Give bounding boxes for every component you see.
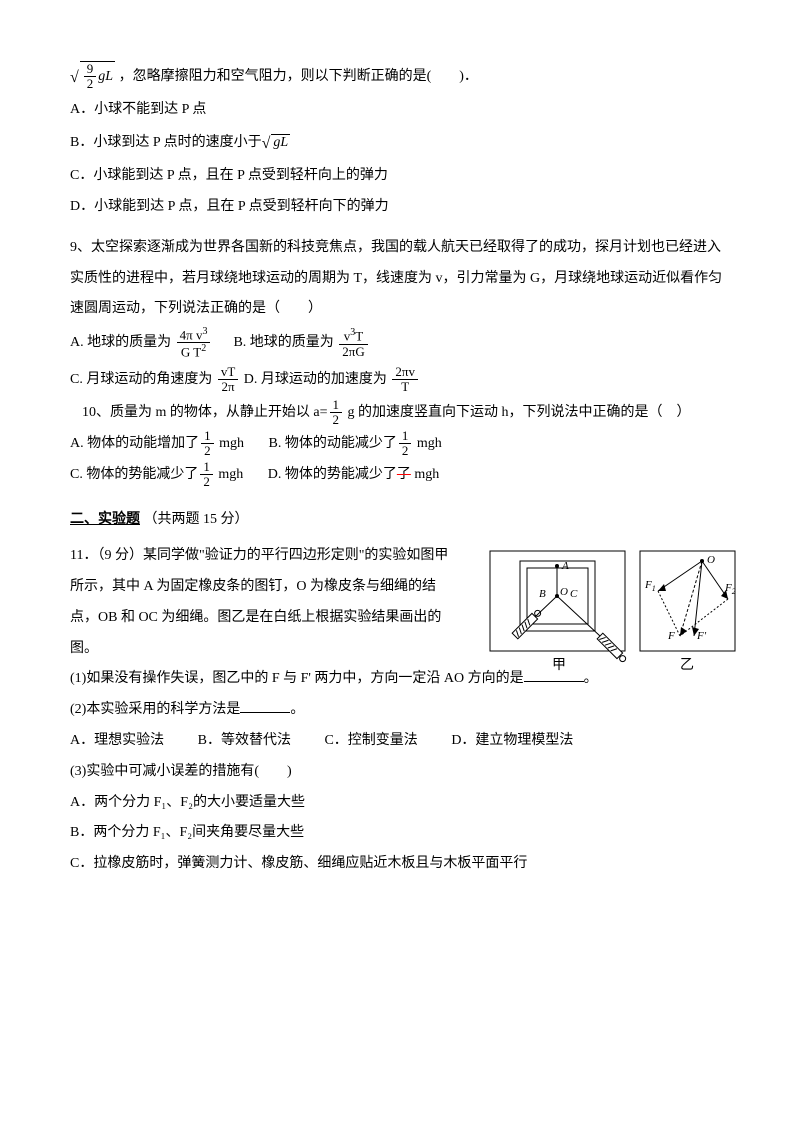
- frac-den: 2: [330, 413, 343, 427]
- n: 1: [200, 460, 213, 475]
- q11-p2-options: A．理想实验法 B．等效替代法 C．控制变量法 D．建立物理模型法: [70, 726, 730, 757]
- q8-option-a: A．小球不能到达 P 点: [70, 95, 730, 126]
- q10-a-post: mgh: [216, 436, 244, 451]
- svg-text:F': F': [696, 630, 707, 642]
- q10-stem: 10、质量为 m 的物体，从静止开始以 a=12 g 的加速度竖直向下运动 h，…: [70, 398, 730, 429]
- q10-b-pre: B. 物体的动能减少了: [269, 436, 397, 451]
- q8-option-d: D．小球能到达 P 点，且在 P 点受到轻杆向下的弹力: [70, 192, 730, 223]
- q10-d-post: mgh: [411, 467, 439, 482]
- q10-b-post: mgh: [413, 436, 441, 451]
- q8-option-c: C．小球能到达 P 点，且在 P 点受到轻杆向上的弹力: [70, 161, 730, 192]
- q9-b: B. 地球的质量为 v3T2πG: [233, 335, 369, 350]
- blank-2[interactable]: [240, 698, 290, 713]
- q11-block: A B O C 甲 O: [70, 541, 730, 664]
- svg-text:F2: F2: [724, 582, 736, 596]
- q10-c-post: mgh: [215, 467, 243, 482]
- d: 2: [201, 444, 214, 458]
- frac-num: 1: [330, 398, 343, 413]
- q8-fragment: √92gL ，忽略摩擦阻力和空气阻力，则以下判断正确的是( )．: [70, 60, 730, 95]
- svg-text:B: B: [539, 588, 546, 600]
- q9-a-pre: A. 地球的质量为: [70, 335, 171, 350]
- q11-p3-c: C．拉橡皮筋时，弹簧测力计、橡皮筋、细绳应贴近木板且与木板平面平行: [70, 849, 730, 880]
- q11-p2-b: B．等效替代法: [198, 726, 291, 757]
- q9-c: C. 月球运动的角速度为 vT2π: [70, 372, 244, 387]
- q9-b-pre: B. 地球的质量为: [233, 335, 333, 350]
- q10-d: D. 物体的势能减少了了 mgh: [268, 467, 440, 482]
- d: 2: [399, 444, 412, 458]
- svg-text:甲: 甲: [552, 658, 566, 673]
- sqrt-body: 92gL: [80, 61, 115, 92]
- q10-stem-pre: 10、质量为 m 的物体，从静止开始以 a=: [82, 405, 328, 420]
- q11-p3-b: B．两个分力 F₁、F₂间夹角要尽量大些: [70, 818, 730, 849]
- d: 2: [200, 475, 213, 489]
- q8-b-sqrt: gL: [271, 134, 290, 150]
- q11-p2-a: A．理想实验法: [70, 726, 164, 757]
- q11-p2-pre: (2)本实验采用的科学方法是: [70, 702, 240, 717]
- n: 1: [201, 429, 214, 444]
- svg-text:A: A: [561, 560, 569, 572]
- q9-options: A. 地球的质量为 4π v3G T2 B. 地球的质量为 v3T2πG C. …: [70, 325, 730, 398]
- svg-text:乙: 乙: [680, 657, 694, 673]
- q9-stem: 9、太空探索逐渐成为世界各国新的科技竞焦点，我国的载人航天已经取得了的成功，探月…: [70, 233, 730, 325]
- q10-stem-post: g 的加速度竖直向下运动 h，下列说法中正确的是（ ）: [344, 405, 691, 420]
- q8-option-b: B．小球到达 P 点时的速度小于√gL: [70, 126, 730, 161]
- svg-text:C: C: [570, 588, 578, 600]
- q10-c: C. 物体的势能减少了12 mgh: [70, 467, 243, 482]
- q11-p1-pre: (1)如果没有操作失误，图乙中的 F 与 F' 两力中，方向一定沿 AO 方向的…: [70, 671, 524, 686]
- q10-a: A. 物体的动能增加了12 mgh: [70, 436, 244, 451]
- q10-a-pre: A. 物体的动能增加了: [70, 436, 199, 451]
- q11-p2: (2)本实验采用的科学方法是 。: [70, 695, 730, 726]
- n: 1: [399, 429, 412, 444]
- sqrt-sign: √: [70, 69, 79, 86]
- svg-text:F: F: [667, 630, 675, 642]
- section2-title: 二、实验题: [70, 512, 140, 527]
- q9-c-pre: C. 月球运动的角速度为: [70, 372, 212, 387]
- q10-row2: C. 物体的势能减少了12 mgh D. 物体的势能减少了了 mgh: [70, 460, 730, 491]
- section2-heading: 二、实验题 （共两题 15 分）: [70, 505, 730, 536]
- q10-d-pre: D. 物体的势能减少了: [268, 467, 397, 482]
- q11-p2-post: 。: [290, 702, 304, 717]
- q10-row1: A. 物体的动能增加了12 mgh B. 物体的动能减少了12 mgh: [70, 429, 730, 460]
- q9-d: D. 月球运动的加速度为 2πvT: [244, 372, 420, 387]
- q11-p3-a: A．两个分力 F₁、F₂的大小要适量大些: [70, 788, 730, 819]
- q8-intro: ，忽略摩擦阻力和空气阻力，则以下判断正确的是( )．: [119, 69, 478, 84]
- q10-c-pre: C. 物体的势能减少了: [70, 467, 198, 482]
- q8-b-pre: B．小球到达 P 点时的速度小于: [70, 135, 262, 150]
- q11-figure: A B O C 甲 O: [480, 541, 740, 681]
- svg-text:O: O: [707, 554, 715, 566]
- q9-d-pre: D. 月球运动的加速度为: [244, 372, 387, 387]
- q11-p3: (3)实验中可减小误差的措施有( ): [70, 757, 730, 788]
- svg-text:O: O: [560, 586, 568, 598]
- svg-text:F1: F1: [644, 579, 656, 593]
- q9-a: A. 地球的质量为 4π v3G T2: [70, 335, 216, 350]
- q10-b: B. 物体的动能减少了12 mgh: [269, 436, 442, 451]
- q11-p2-c: C．控制变量法: [324, 726, 417, 757]
- section2-subtitle: （共两题 15 分）: [144, 512, 249, 527]
- q11-p2-d: D．建立物理模型法: [451, 726, 573, 757]
